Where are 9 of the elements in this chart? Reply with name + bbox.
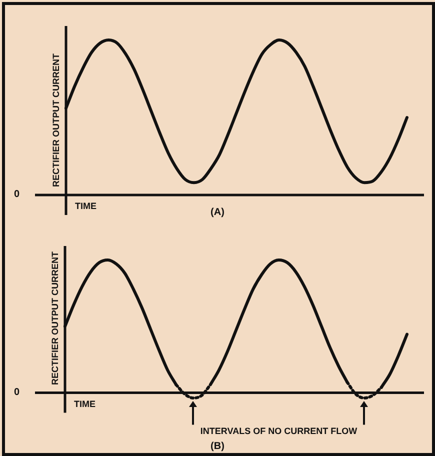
text: (B) [210,441,226,452]
text: 0 [14,386,20,398]
x-axis-title: TIME [75,201,96,211]
text: (A) [210,207,224,218]
x-axis-title: TIME [74,398,96,409]
y-axis-title: RECTIFIER OUTPUT CURRENT [51,54,61,187]
text: INTERVALS OF NO CURRENT FLOW [199,426,358,436]
y-axis-title: RECTIFIER OUTPUT CURRENT [50,251,60,385]
text: 0 [14,189,20,200]
